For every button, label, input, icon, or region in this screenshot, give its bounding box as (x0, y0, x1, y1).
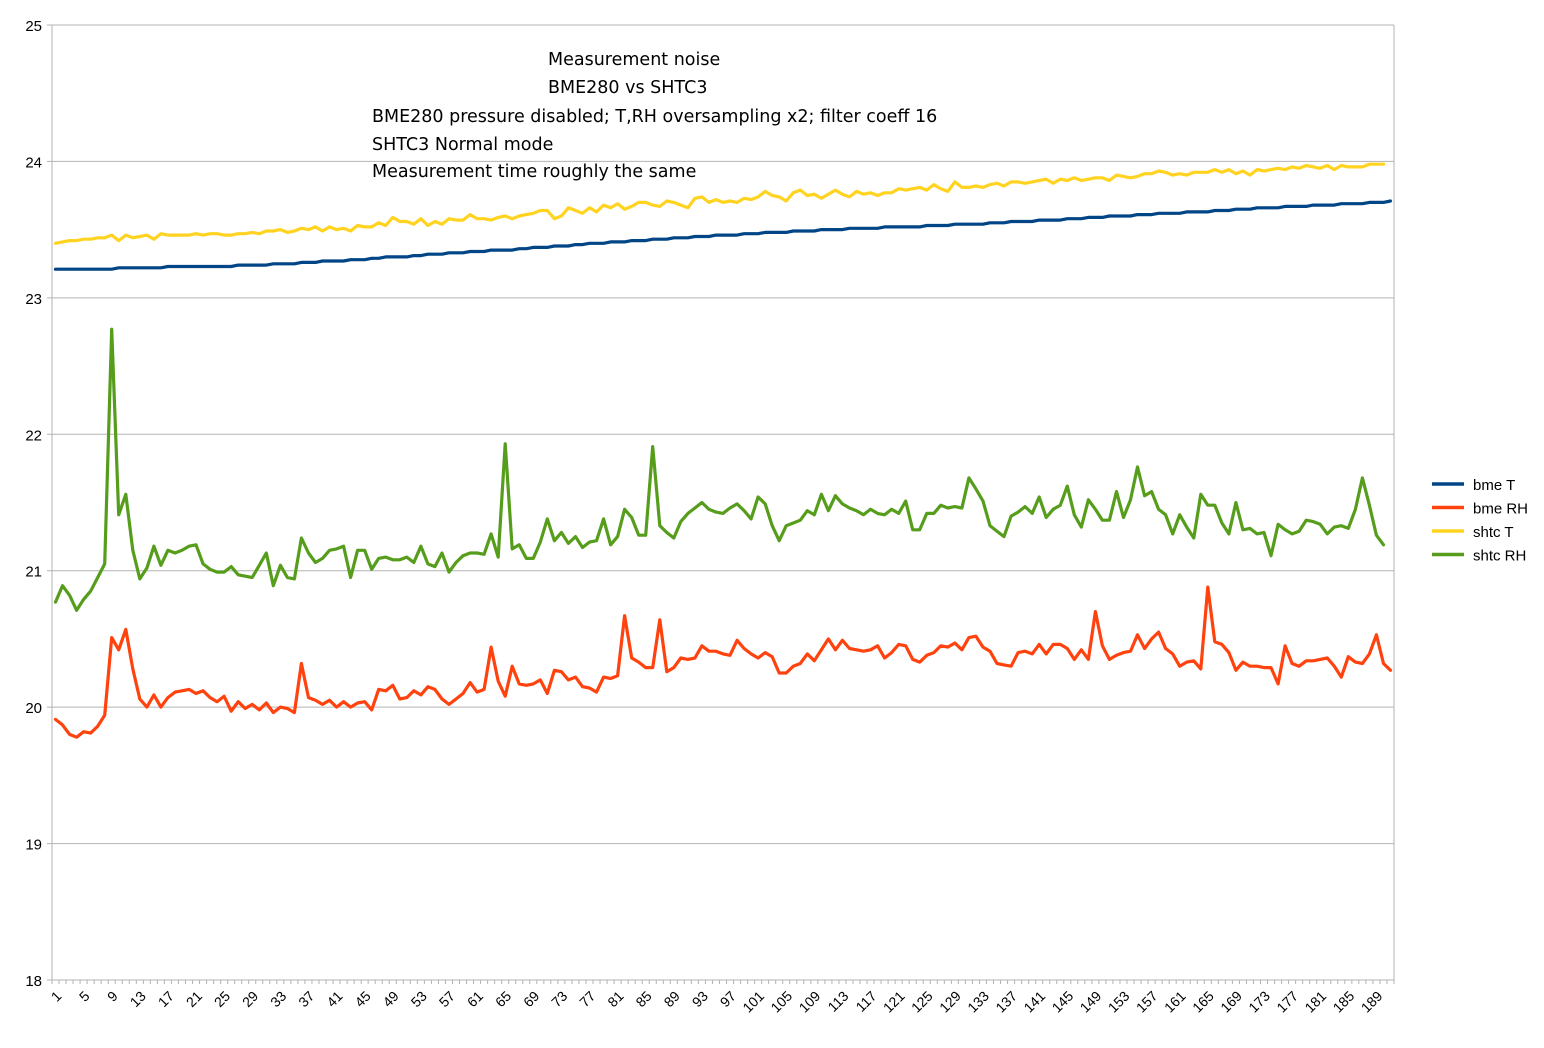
x-tick-label: 29 (239, 988, 261, 1010)
x-tick-label: 149 (1077, 988, 1105, 1016)
y-tick-label: 18 (25, 973, 42, 990)
x-tick-label: 41 (323, 988, 345, 1010)
x-tick-label: 17 (155, 988, 177, 1010)
x-tick-label: 109 (796, 988, 824, 1016)
x-tick-label: 113 (824, 988, 851, 1015)
series-line-shtc-rh (53, 327, 1386, 612)
annotation-line-3: BME280 pressure disabled; T,RH oversampl… (372, 107, 938, 127)
y-tick-label: 23 (25, 291, 42, 308)
x-tick-label: 117 (852, 988, 879, 1015)
x-tick-label: 53 (408, 988, 430, 1010)
x-tick-label: 21 (183, 988, 205, 1010)
annotation-line-2: BME280 vs SHTC3 (548, 78, 708, 98)
x-tick-label: 73 (548, 988, 570, 1010)
legend-label: shtc T (1473, 524, 1514, 541)
x-tick-label: 125 (908, 988, 936, 1016)
legend-label: shtc RH (1473, 548, 1526, 565)
y-tick-label: 24 (25, 154, 42, 171)
x-tick-label: 45 (351, 988, 373, 1010)
x-tick-label: 1 (48, 988, 65, 1005)
x-tick-label: 57 (436, 988, 458, 1010)
legend-label: bme RH (1473, 501, 1528, 518)
x-tick-label: 49 (379, 988, 401, 1010)
x-tick-label: 97 (717, 988, 739, 1010)
x-tick-label: 145 (1049, 988, 1077, 1016)
x-tick-label: 77 (576, 988, 598, 1010)
x-tick-label: 13 (127, 988, 149, 1010)
x-tick-label: 181 (1301, 988, 1329, 1016)
x-tick-label: 129 (936, 988, 964, 1016)
legend: bme T bme RH shtc T shtc RH (1432, 477, 1528, 565)
x-tick-label: 121 (880, 988, 908, 1016)
x-tick-label: 5 (76, 988, 93, 1005)
x-tick-label: 9 (104, 988, 121, 1005)
x-tick-label: 137 (992, 988, 1020, 1016)
annotation-line-5: Measurement time roughly the same (372, 162, 697, 182)
x-tick-label: 157 (1133, 988, 1161, 1016)
y-tick-label: 25 (25, 18, 42, 35)
x-tick-label: 69 (520, 988, 542, 1010)
x-tick-label: 189 (1358, 988, 1386, 1016)
annotation-line-4: SHTC3 Normal mode (372, 135, 554, 155)
series-lines (53, 162, 1393, 739)
x-tick-label: 33 (267, 988, 289, 1010)
x-tick-label: 153 (1105, 988, 1133, 1016)
series-line-bme-t (53, 199, 1393, 271)
y-tick-label: 21 (25, 564, 42, 581)
x-tick-label: 177 (1273, 988, 1301, 1016)
series-line-bme-rh (53, 585, 1393, 739)
x-tick-label: 93 (689, 988, 711, 1010)
y-tick-label: 19 (25, 837, 42, 854)
x-tick-label: 89 (661, 988, 683, 1010)
x-tick-label: 101 (739, 988, 767, 1016)
series-line-shtc-t (53, 162, 1386, 245)
x-tick-label: 65 (492, 988, 514, 1010)
x-tick-label: 165 (1189, 988, 1217, 1016)
x-tick-label: 25 (211, 988, 233, 1010)
x-tick-label: 81 (604, 988, 626, 1010)
x-tick-label: 169 (1217, 988, 1245, 1016)
x-tick-label: 105 (767, 988, 795, 1016)
axes: 18 19 20 21 22 23 24 25 1 5 9 13 17 21 25 29 33 37 41 45 49 5… (25, 18, 1395, 1016)
x-tick-label: 161 (1161, 988, 1189, 1016)
x-tick-label: 173 (1245, 988, 1273, 1016)
x-tick-label: 85 (632, 988, 654, 1010)
y-tick-label: 20 (25, 700, 42, 717)
x-tick-label: 141 (1020, 988, 1048, 1016)
x-tick-label: 185 (1330, 988, 1358, 1016)
x-tick-label: 133 (964, 988, 992, 1016)
annotation-line-1: Measurement noise (548, 50, 721, 70)
x-tick-label: 37 (295, 988, 317, 1010)
grid (52, 24, 1394, 981)
legend-label: bme T (1473, 477, 1515, 494)
x-tick-label: 61 (464, 988, 486, 1010)
y-tick-label: 22 (25, 427, 42, 444)
